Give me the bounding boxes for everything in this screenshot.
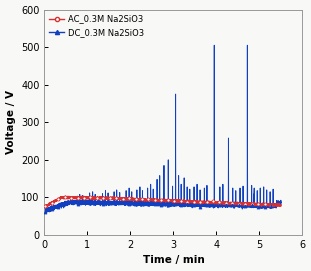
Y-axis label: Voltage / V: Voltage / V: [6, 90, 16, 154]
X-axis label: Time / min: Time / min: [142, 256, 204, 265]
Legend: AC_0.3M Na2SiO3, DC_0.3M Na2SiO3: AC_0.3M Na2SiO3, DC_0.3M Na2SiO3: [48, 13, 146, 38]
